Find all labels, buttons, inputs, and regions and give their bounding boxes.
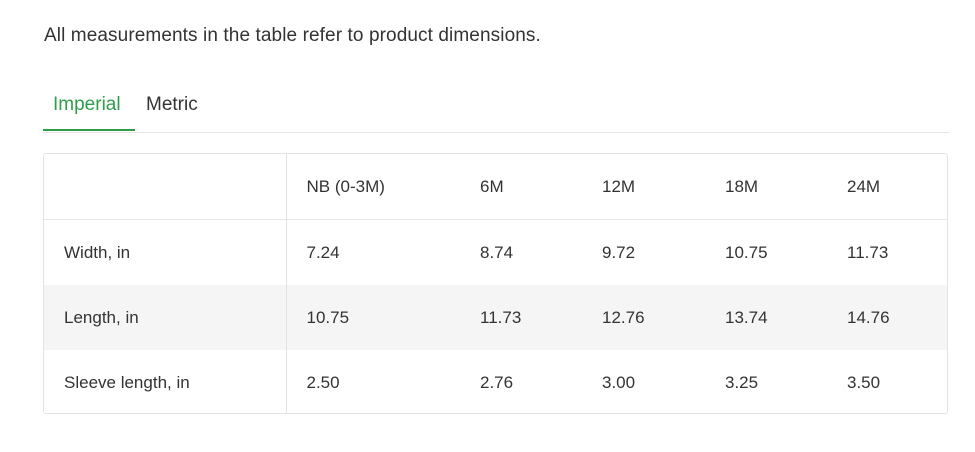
table-cell: 10.75 [286,285,460,350]
size-table: NB (0-3M) 6M 12M 18M 24M Width, in 7.24 … [43,153,948,414]
table-header-row: NB (0-3M) 6M 12M 18M 24M [44,154,947,220]
row-label: Length, in [44,285,287,350]
table-cell: 11.73 [460,285,582,350]
table-cell: 3.00 [602,372,636,392]
tab-imperial[interactable]: Imperial [43,94,135,131]
row-label: Width, in [44,219,287,285]
table-cell: 12.76 [582,285,705,350]
header-cell: 24M [827,154,947,220]
table-cell: 10.75 [725,242,768,262]
table-cell: 3.25 [725,372,759,392]
table-cell: 13.74 [705,285,827,350]
table-cell: 7.24 [306,242,340,262]
intro-text: All measurements in the table refer to p… [44,25,541,46]
table-cell: 2.76 [480,372,514,392]
header-cell: 6M [460,154,582,220]
table-cell: 8.74 [480,242,514,262]
table-row: Length, in 10.75 11.73 12.76 13.74 14.76 [44,285,947,350]
table-cell: 14.76 [827,285,947,350]
table-cell: 11.73 [847,242,889,262]
table-cell: 3.50 [847,372,881,392]
tab-metric[interactable]: Metric [146,94,198,115]
unit-tabs: Imperial Metric [43,82,950,133]
table-row: Sleeve length, in 2.50 2.76 3.00 3.25 3.… [44,350,947,413]
header-cell-empty [44,154,287,220]
table-row: Width, in 7.24 8.74 9.72 10.75 11.73 [44,219,947,285]
table-cell: 9.72 [602,242,636,262]
header-cell: NB (0-3M) [286,154,460,220]
header-cell: 12M [582,154,705,220]
header-cell: 18M [705,154,827,220]
table-cell: 2.50 [306,372,340,392]
row-label: Sleeve length, in [44,350,287,413]
